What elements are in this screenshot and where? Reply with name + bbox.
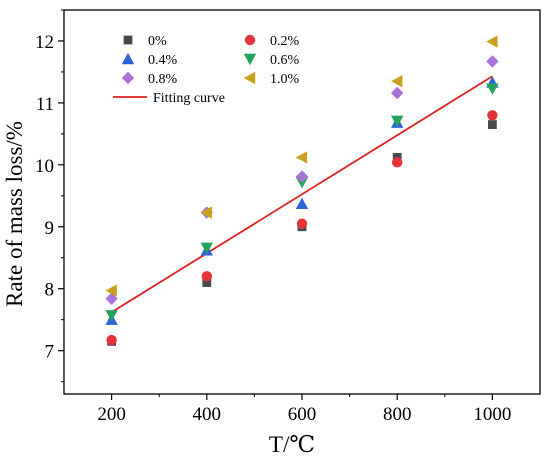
data-point xyxy=(488,120,497,129)
legend-item: 0.8% xyxy=(121,71,178,87)
legend-label: 0.6% xyxy=(270,53,300,68)
data-point xyxy=(105,310,118,322)
data-point xyxy=(105,292,118,305)
legend-label: 0.8% xyxy=(148,72,178,87)
data-point xyxy=(295,197,309,210)
x-axis-title: T/℃ xyxy=(269,432,315,457)
legend-label: 1.0% xyxy=(270,72,300,87)
data-point xyxy=(296,218,308,229)
legend-marker xyxy=(244,34,256,46)
data-point xyxy=(486,55,499,68)
y-tick-label: 10 xyxy=(35,156,54,177)
y-axis-title: Rate of mass loss/% xyxy=(2,121,27,307)
legend-item: 0.2% xyxy=(244,34,300,49)
axis-ticks: 200 400 600 800 1000 7 8 9 10 11 12 xyxy=(35,9,511,425)
series-0pct xyxy=(107,120,497,346)
data-point xyxy=(202,278,212,287)
y-tick-label: 12 xyxy=(35,32,54,53)
legend-item: 1.0% xyxy=(243,71,300,87)
x-tick-label: 1000 xyxy=(473,404,511,425)
legend-item: 0.4% xyxy=(121,52,178,68)
legend-marker xyxy=(121,71,135,85)
data-point xyxy=(106,334,117,346)
data-point xyxy=(392,157,403,168)
legend-marker xyxy=(121,52,135,65)
data-point xyxy=(200,206,212,219)
legend-label: 0.4% xyxy=(148,53,178,68)
series-0-2pct xyxy=(106,110,498,346)
data-point xyxy=(295,170,309,183)
data-point xyxy=(486,35,498,48)
data-point xyxy=(391,115,404,128)
x-tick-label: 600 xyxy=(288,404,317,425)
data-point xyxy=(295,151,308,164)
x-tick-label: 200 xyxy=(97,404,126,425)
legend-item: 0% xyxy=(123,34,167,49)
y-tick-label: 8 xyxy=(45,280,55,301)
series-0-6pct xyxy=(105,83,499,322)
data-point xyxy=(201,271,212,282)
data-point xyxy=(391,86,404,100)
series-1-0pct xyxy=(105,35,498,297)
legend: 0% 0.4% 0.8% Fitting curve 0.2% 0.6% 1.0% xyxy=(113,34,300,106)
y-tick-label: 11 xyxy=(36,94,54,115)
legend-label: 0% xyxy=(148,34,167,49)
data-point xyxy=(200,242,213,255)
legend-label: 0.2% xyxy=(270,34,300,49)
legend-marker xyxy=(123,35,133,45)
legend-marker xyxy=(243,53,257,66)
series-0-4pct xyxy=(105,76,499,325)
data-point xyxy=(486,83,499,95)
data-points xyxy=(105,35,499,346)
y-tick-label: 9 xyxy=(45,218,55,239)
legend-marker xyxy=(243,71,256,85)
x-tick-label: 400 xyxy=(193,404,222,425)
legend-item: 0.6% xyxy=(243,53,300,68)
y-tick-label: 7 xyxy=(45,342,55,363)
x-tick-label: 800 xyxy=(383,404,412,425)
data-point xyxy=(391,75,403,88)
fitting-curve-line xyxy=(111,75,493,314)
fitting-curve-group xyxy=(111,75,493,314)
legend-item: Fitting curve xyxy=(113,91,225,106)
data-point xyxy=(105,284,117,297)
legend-label: Fitting curve xyxy=(153,91,225,106)
data-point xyxy=(487,110,498,121)
